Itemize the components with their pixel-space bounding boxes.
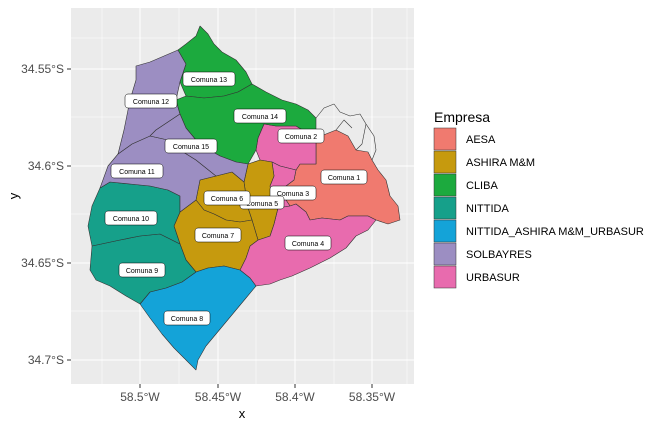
comuna-label-2: Comuna 2 bbox=[277, 128, 325, 144]
legend: Empresa AESA ASHIRA M&M CLIBA NITTIDA NITTID… bbox=[433, 109, 644, 289]
svg-text:Comuna 9: Comuna 9 bbox=[126, 268, 158, 275]
comuna-label-6: Comuna 6 bbox=[203, 190, 251, 206]
comuna-label-15: Comuna 15 bbox=[164, 138, 218, 154]
svg-text:Comuna 5: Comuna 5 bbox=[246, 201, 278, 208]
svg-text:Comuna 2: Comuna 2 bbox=[285, 134, 317, 141]
legend-swatch bbox=[433, 173, 457, 197]
comuna-label-8: Comuna 8 bbox=[163, 310, 211, 326]
x-tick-label: 58.4°W bbox=[275, 390, 315, 404]
port-outline bbox=[315, 103, 377, 161]
svg-text:Comuna 10: Comuna 10 bbox=[113, 216, 149, 223]
legend-item: CLIBA bbox=[433, 173, 498, 197]
legend-item: SOLBAYRES bbox=[433, 242, 532, 266]
legend-item: AESA bbox=[433, 127, 496, 151]
legend-swatch bbox=[433, 150, 457, 174]
legend-label: ASHIRA M&M bbox=[466, 157, 535, 169]
comuna-label-9: Comuna 9 bbox=[118, 262, 166, 278]
legend-swatch bbox=[433, 265, 457, 289]
legend-item: ASHIRA M&M bbox=[433, 150, 535, 174]
svg-text:Comuna 3: Comuna 3 bbox=[277, 191, 309, 198]
y-axis: 34.55°S 34.6°S 34.65°S 34.7°S bbox=[21, 62, 71, 367]
comuna-label-10: Comuna 10 bbox=[104, 210, 158, 226]
legend-swatch bbox=[433, 196, 457, 220]
legend-label: SOLBAYRES bbox=[466, 249, 532, 261]
comuna-label-11: Comuna 11 bbox=[110, 163, 164, 179]
x-tick-label: 58.45°W bbox=[195, 390, 242, 404]
y-tick-label: 34.55°S bbox=[21, 62, 64, 76]
comuna-label-7: Comuna 7 bbox=[194, 227, 242, 243]
y-tick-label: 34.6°S bbox=[28, 159, 64, 173]
legend-label: AESA bbox=[466, 134, 496, 146]
legend-item: NITTIDA bbox=[433, 196, 509, 220]
svg-text:Comuna 14: Comuna 14 bbox=[242, 114, 278, 121]
svg-text:Comuna 13: Comuna 13 bbox=[191, 77, 227, 84]
svg-text:Comuna 12: Comuna 12 bbox=[133, 99, 169, 106]
svg-text:Comuna 8: Comuna 8 bbox=[171, 316, 203, 323]
legend-swatch bbox=[433, 219, 457, 243]
y-axis-title: y bbox=[6, 192, 21, 199]
legend-swatch bbox=[433, 242, 457, 266]
legend-swatch bbox=[433, 127, 457, 151]
legend-label: NITTIDA bbox=[466, 203, 509, 215]
svg-text:Comuna 7: Comuna 7 bbox=[202, 233, 234, 240]
legend-label: URBASUR bbox=[466, 272, 520, 284]
y-tick-label: 34.65°S bbox=[21, 256, 64, 270]
legend-label: NITTIDA_ASHIRA M&M_URBASUR bbox=[466, 226, 644, 238]
legend-label: CLIBA bbox=[466, 180, 498, 192]
x-axis: 58.5°W 58.45°W 58.4°W 58.35°W bbox=[120, 384, 396, 404]
y-tick-label: 34.7°S bbox=[28, 353, 64, 367]
comuna-label-1: Comuna 1 bbox=[320, 169, 368, 185]
x-axis-title: x bbox=[239, 406, 246, 421]
svg-text:Comuna 15: Comuna 15 bbox=[173, 144, 209, 151]
comuna-label-14: Comuna 14 bbox=[233, 108, 287, 124]
x-tick-label: 58.35°W bbox=[349, 390, 396, 404]
comuna-label-12: Comuna 12 bbox=[124, 93, 178, 109]
legend-item: URBASUR bbox=[433, 265, 520, 289]
legend-title: Empresa bbox=[434, 109, 490, 125]
svg-text:Comuna 11: Comuna 11 bbox=[119, 169, 155, 176]
svg-text:Comuna 1: Comuna 1 bbox=[328, 175, 360, 182]
svg-text:Comuna 6: Comuna 6 bbox=[211, 196, 243, 203]
comuna-label-13: Comuna 13 bbox=[182, 71, 236, 87]
x-tick-label: 58.5°W bbox=[120, 390, 160, 404]
svg-text:Comuna 4: Comuna 4 bbox=[292, 241, 324, 248]
comuna-label-4: Comuna 4 bbox=[284, 235, 332, 251]
legend-item: NITTIDA_ASHIRA M&M_URBASUR bbox=[433, 219, 644, 243]
